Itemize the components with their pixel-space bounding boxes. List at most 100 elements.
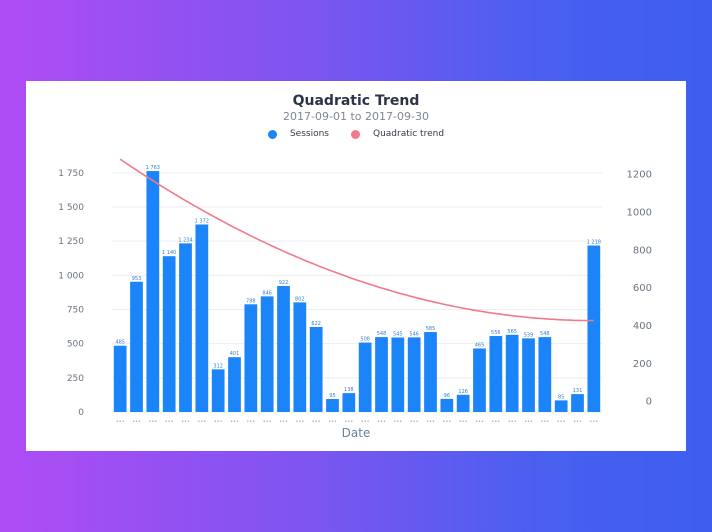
bar-data-label: 539 — [524, 332, 534, 338]
bar[interactable] — [473, 348, 486, 412]
bar[interactable] — [228, 357, 241, 412]
x-tick-label: ••• — [557, 419, 566, 425]
bar[interactable] — [538, 337, 552, 412]
bar-data-label: 85 — [558, 394, 564, 400]
bar-data-label: 953 — [132, 276, 142, 282]
bar-data-label: 565 — [507, 329, 517, 335]
bar-data-label: 1 234 — [178, 237, 192, 243]
legend-marker-sessions — [267, 129, 277, 139]
y2-tick-label: 600 — [633, 283, 652, 294]
bar[interactable] — [277, 285, 290, 412]
bar-data-label: 548 — [377, 331, 387, 337]
chart-title: Quadratic Trend — [292, 93, 420, 109]
bar[interactable] — [326, 399, 339, 412]
x-tick-label: ••• — [573, 419, 582, 425]
bar-data-label: 1 763 — [146, 165, 160, 171]
bar[interactable] — [358, 342, 372, 412]
x-tick-label: ••• — [214, 419, 223, 425]
chart-card: 0 250 500 750 1 000 1 250 1 500 1 750 0 200 400 60… — [26, 81, 686, 451]
bar[interactable] — [293, 302, 307, 412]
chart-legend: Sessions Quadratic trend — [26, 127, 686, 141]
y2-tick-label: 400 — [633, 321, 652, 332]
legend-label-quadratic-trend: Quadratic trend — [372, 129, 445, 139]
bar[interactable] — [162, 256, 176, 412]
bar-data-label: 131 — [573, 388, 583, 394]
bar[interactable] — [554, 400, 568, 412]
bar-data-label: 802 — [295, 296, 305, 302]
y-tick-label: 1 500 — [58, 203, 84, 213]
y-tick-label: 0 — [78, 408, 84, 418]
bar[interactable] — [391, 337, 405, 412]
bar[interactable] — [260, 296, 274, 412]
bar[interactable] — [440, 398, 454, 412]
trend-line[interactable] — [119, 158, 594, 322]
bar[interactable] — [424, 332, 437, 412]
legend-item-sessions[interactable]: Sessions — [267, 127, 329, 141]
bar-series-sessions — [113, 171, 601, 412]
bar-data-label: 556 — [491, 330, 501, 336]
bar[interactable] — [244, 304, 258, 412]
x-tick-label: ••• — [589, 419, 598, 425]
y-axis-ticks: 0 250 500 750 1 000 1 250 1 500 1 750 — [58, 169, 84, 418]
bar[interactable] — [571, 394, 584, 412]
x-tick-label: ••• — [295, 419, 304, 425]
bar[interactable] — [211, 369, 225, 412]
x-tick-label: ••• — [540, 419, 549, 425]
bar[interactable] — [375, 337, 388, 412]
x-tick-label: ••• — [279, 419, 288, 425]
x-tick-label: ••• — [312, 419, 321, 425]
bar[interactable] — [113, 345, 127, 412]
y2-tick-label: 800 — [633, 245, 652, 256]
bar-data-label: 622 — [311, 321, 321, 327]
x-tick-label: ••• — [344, 419, 353, 425]
bar-data-label: 545 — [393, 332, 403, 338]
legend-item-quadratic-trend[interactable]: Quadratic trend — [350, 127, 445, 141]
bar-data-label: 922 — [279, 280, 289, 286]
y-tick-label: 500 — [67, 340, 84, 350]
bar[interactable] — [146, 171, 160, 412]
y2-tick-label: 0 — [646, 397, 652, 408]
x-tick-label: ••• — [508, 419, 517, 425]
bar-data-label: 1 140 — [162, 250, 176, 256]
bar[interactable] — [195, 224, 209, 412]
y-tick-label: 1 750 — [58, 169, 84, 179]
bar[interactable] — [489, 336, 503, 412]
x-tick-label: ••• — [442, 419, 451, 425]
bar-data-label: 546 — [409, 331, 419, 337]
bar[interactable] — [456, 394, 470, 412]
bar[interactable] — [407, 337, 421, 412]
x-tick-label: ••• — [132, 419, 141, 425]
y2-axis-ticks: 0 200 400 600 800 1000 1200 — [627, 170, 652, 408]
y-tick-label: 1 000 — [58, 271, 84, 281]
x-tick-label: ••• — [197, 419, 206, 425]
bar-data-label: 465 — [475, 342, 485, 348]
bar-data-label: 312 — [213, 363, 223, 369]
bar[interactable] — [309, 326, 323, 412]
x-axis-ticks: ••• ••• ••• ••• ••• ••• ••• ••• ••• ••• ••• ••• ••• •… — [116, 419, 599, 425]
gridlines — [112, 172, 602, 413]
x-tick-label: ••• — [328, 419, 337, 425]
x-tick-label: ••• — [263, 419, 272, 425]
bar[interactable] — [587, 245, 601, 412]
bar-data-label: 548 — [540, 331, 550, 337]
y2-tick-label: 1200 — [627, 170, 652, 181]
y2-tick-label: 200 — [633, 359, 652, 370]
bar[interactable] — [130, 281, 143, 412]
chart-subtitle: 2017-09-01 to 2017-09-30 — [283, 110, 429, 123]
bar-data-label: 95 — [329, 393, 335, 399]
bar-data-label: 1 372 — [195, 218, 209, 224]
bar[interactable] — [179, 243, 192, 412]
bar[interactable] — [342, 393, 356, 412]
x-tick-label: ••• — [377, 419, 386, 425]
x-tick-label: ••• — [459, 419, 468, 425]
x-tick-label: ••• — [475, 419, 484, 425]
bar-data-label: 788 — [246, 298, 256, 304]
x-tick-label: ••• — [410, 419, 419, 425]
bar-data-label: 846 — [262, 290, 272, 296]
y2-tick-label: 1000 — [627, 207, 652, 218]
bar-data-label: 485 — [115, 340, 125, 346]
chart-svg: 0 250 500 750 1 000 1 250 1 500 1 750 0 200 400 60… — [58, 158, 652, 440]
bar-data-label: 126 — [458, 389, 468, 395]
bar[interactable] — [505, 334, 519, 412]
bar[interactable] — [522, 338, 535, 412]
